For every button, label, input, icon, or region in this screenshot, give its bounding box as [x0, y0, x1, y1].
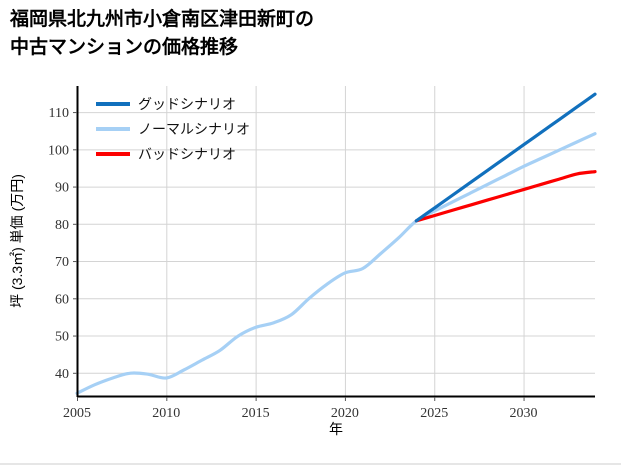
- chart-title: 福岡県北九州市小倉南区津田新町の 中古マンションの価格推移: [10, 9, 315, 58]
- plot-background: [77, 86, 595, 397]
- y-tick-label: 60: [55, 292, 69, 307]
- y-tick-label: 100: [48, 143, 69, 158]
- x-tick-label: 2010: [152, 406, 180, 421]
- x-tick-label: 2030: [510, 406, 538, 421]
- legend-label: バッドシナリオ: [138, 146, 236, 162]
- y-tick-label: 70: [55, 255, 69, 270]
- x-axis-ticks: 2005 2010 2015 2020 2025 2030: [63, 397, 538, 421]
- series-line: [75, 132, 597, 395]
- y-tick-label: 40: [55, 367, 69, 382]
- bottom-divider: [0, 463, 621, 465]
- y-axis-title: 坪 (3.3㎡) 単価 (万円): [9, 174, 25, 308]
- y-tick-label: 80: [55, 218, 69, 233]
- y-tick-label: 50: [55, 330, 69, 345]
- x-tick-label: 2005: [63, 406, 91, 421]
- x-axis-title: 年: [329, 421, 343, 437]
- legend-label: グッドシナリオ: [138, 96, 236, 112]
- y-axis-ticks: 40 50 60 70 80 90 100 110: [48, 106, 77, 382]
- x-tick-label: 2025: [420, 406, 448, 421]
- series-line: [414, 92, 597, 223]
- series-line: [414, 170, 597, 223]
- legend-label: ノーマルシナリオ: [138, 121, 250, 137]
- horizontal-gridlines: [77, 112, 595, 374]
- y-tick-label: 110: [49, 106, 69, 121]
- y-tick-label: 90: [55, 181, 69, 196]
- x-tick-label: 2020: [331, 406, 359, 421]
- x-tick-label: 2015: [242, 406, 270, 421]
- data-series-group: [75, 92, 597, 395]
